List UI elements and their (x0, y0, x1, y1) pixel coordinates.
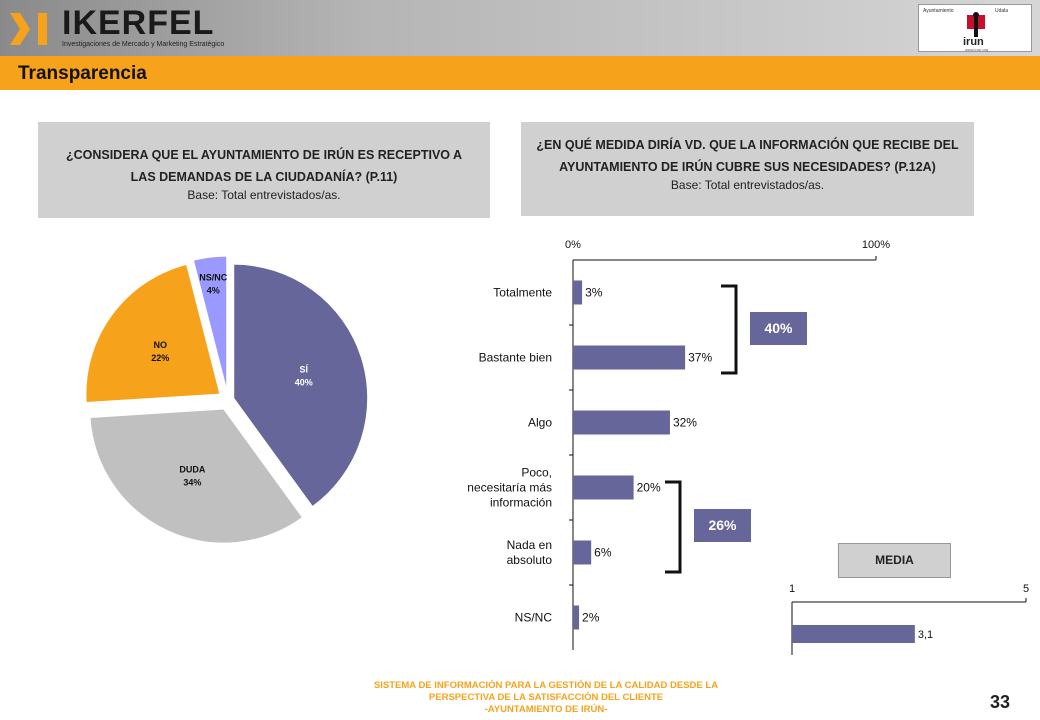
pie-slice-label: NS/NC (199, 273, 228, 283)
bracket-total-bottom: 26% (694, 509, 751, 542)
bar (573, 540, 592, 565)
irun-shield-icon (967, 12, 985, 37)
pie-slice-value: 40% (295, 377, 313, 387)
bar-value-label: 6% (594, 546, 612, 560)
media-chart: 1 53,1 (789, 583, 1029, 655)
header-banner: IKERFEL Investigaciones de Mercado y Mar… (0, 0, 1040, 56)
category-label: necesitaría más (467, 481, 552, 495)
page-title: Transparencia (18, 63, 147, 84)
question-box-p12a: ¿EN QUÉ MEDIDA DIRÍA VD. QUE LA INFORMAC… (521, 122, 974, 216)
pie-slice (85, 263, 221, 404)
pie-slice-value: 22% (151, 353, 169, 363)
pie-slice (89, 408, 304, 544)
category-label: información (490, 496, 552, 510)
partner-right-label: Udala (995, 8, 1009, 14)
pie-slice (233, 263, 369, 508)
question-base: Base: Total entrevistados/as. (187, 188, 341, 202)
bar (792, 625, 915, 643)
brand-tagline: Investigaciones de Mercado y Marketing E… (62, 41, 225, 48)
category-label: NS/NC (515, 611, 553, 625)
category-label: Algo (528, 416, 552, 430)
x-tick-label: 100% (862, 239, 890, 251)
pie-chart: SÍ 40% DUDA 34% NO 22% NS/NC 4% (85, 255, 369, 544)
bar-chart: 0% 100% 3% Totalmente 37% Bastante bien 32% Alg… (467, 239, 890, 650)
bar-value-label: 32% (673, 416, 697, 430)
category-label: Totalmente (493, 286, 552, 300)
bracket-total-top: 40% (750, 312, 807, 345)
bar-value-label: 20% (637, 481, 661, 495)
category-label: Nada en (507, 538, 552, 552)
page-number: 33 (990, 692, 1011, 712)
bracket-bottom-icon (665, 480, 682, 574)
pie-slice-label: SÍ (300, 364, 309, 374)
x-tick-label: 1 (789, 583, 795, 595)
pie-slice-label: DUDA (179, 465, 205, 475)
bar (573, 280, 583, 305)
bar-value-label: 37% (688, 351, 712, 365)
irun-logo: Ayuntamiento Udala irun www.irun.org (918, 4, 1032, 52)
category-label: absoluto (507, 553, 553, 567)
ikerfel-logo-mark-icon (10, 13, 47, 45)
partner-left-label: Ayuntamiento (923, 8, 954, 14)
media-label: MEDIA (838, 543, 951, 578)
pie-slice-value: 4% (207, 286, 220, 296)
question-box-p11: ¿CONSIDERA QUE EL AYUNTAMIENTO DE IRÚN E… (38, 122, 490, 218)
question-text: ¿CONSIDERA QUE EL AYUNTAMIENTO DE IRÚN E… (65, 148, 463, 184)
bar (573, 410, 670, 435)
footer-line-3: -AYUNTAMIENTO DE IRÚN- (484, 704, 608, 715)
bar (573, 605, 580, 630)
brand-name: IKERFEL (62, 4, 215, 42)
question-base: Base: Total entrevistados/as. (670, 178, 825, 192)
category-label: Poco, (521, 466, 552, 480)
partner-name: irun (963, 36, 984, 48)
pie-slice-value: 34% (183, 478, 201, 488)
bar (573, 345, 686, 370)
bar-value-label: 3,1 (918, 629, 933, 641)
bar (573, 475, 634, 500)
bracket-top-icon (721, 284, 738, 375)
category-label: Bastante bien (479, 351, 552, 365)
bar-value-label: 2% (582, 611, 600, 625)
footer-line-1: SISTEMA DE INFORMACIÓN PARA LA GESTIÓN D… (373, 680, 719, 691)
title-bar (0, 56, 1040, 90)
question-text: ¿EN QUÉ MEDIDA DIRÍA VD. QUE LA INFORMAC… (536, 138, 959, 174)
x-tick-label: 0% (565, 239, 581, 251)
pie-slice-label: NO (154, 340, 168, 350)
partner-url: www.irun.org (965, 47, 989, 52)
footer-line-2: PERSPECTIVA DE LA SATISFACCIÓN DEL CLIEN… (428, 692, 664, 703)
x-tick-label: 5 (1023, 583, 1029, 595)
bar-value-label: 3% (585, 286, 603, 300)
pie-slice (192, 255, 228, 391)
footer-text: SISTEMA DE INFORMACIÓN PARA LA GESTIÓN D… (320, 680, 772, 716)
